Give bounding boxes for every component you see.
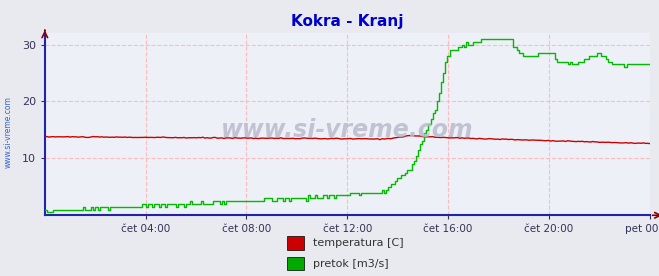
- Title: Kokra - Kranj: Kokra - Kranj: [291, 14, 403, 29]
- Text: www.si-vreme.com: www.si-vreme.com: [221, 118, 474, 142]
- Text: www.si-vreme.com: www.si-vreme.com: [4, 97, 13, 168]
- Text: pretok [m3/s]: pretok [m3/s]: [313, 259, 389, 269]
- Text: temperatura [C]: temperatura [C]: [313, 238, 404, 248]
